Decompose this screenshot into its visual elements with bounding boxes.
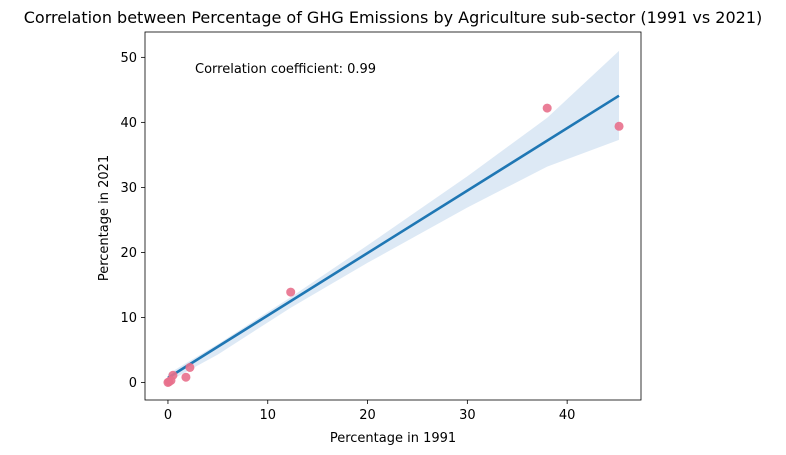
y-tick-label: 30 xyxy=(120,181,137,196)
regression-line xyxy=(167,94,620,380)
y-tick-label: 20 xyxy=(120,246,137,261)
x-axis-label: Percentage in 1991 xyxy=(330,431,456,446)
x-tick-label: 0 xyxy=(164,408,172,423)
data-points xyxy=(163,103,624,387)
x-tick-label: 30 xyxy=(459,408,476,423)
data-point xyxy=(168,370,178,380)
y-tick-label: 0 xyxy=(129,376,137,391)
data-point xyxy=(185,362,195,372)
confidence-band xyxy=(168,50,619,382)
x-tick-label: 10 xyxy=(259,408,276,423)
data-point xyxy=(542,103,552,113)
data-point xyxy=(181,372,191,382)
data-point xyxy=(614,121,624,131)
y-tick-label: 10 xyxy=(120,311,137,326)
x-axis-ticks: 0 10 20 30 40 xyxy=(164,400,576,423)
chart-title: Correlation between Percentage of GHG Em… xyxy=(24,8,763,27)
y-axis-label: Percentage in 2021 xyxy=(97,155,112,281)
y-tick-label: 40 xyxy=(120,116,137,131)
y-tick-label: 50 xyxy=(120,51,137,66)
data-point xyxy=(286,287,296,297)
plot-frame xyxy=(144,31,642,401)
x-tick-label: 20 xyxy=(359,408,376,423)
x-tick-label: 40 xyxy=(559,408,576,423)
plot-area: 0 10 20 30 40 0 10 20 30 40 50 xyxy=(120,31,642,423)
y-axis-ticks: 0 10 20 30 40 50 xyxy=(120,51,145,391)
correlation-annotation: Correlation coefficient: 0.99 xyxy=(195,62,376,77)
